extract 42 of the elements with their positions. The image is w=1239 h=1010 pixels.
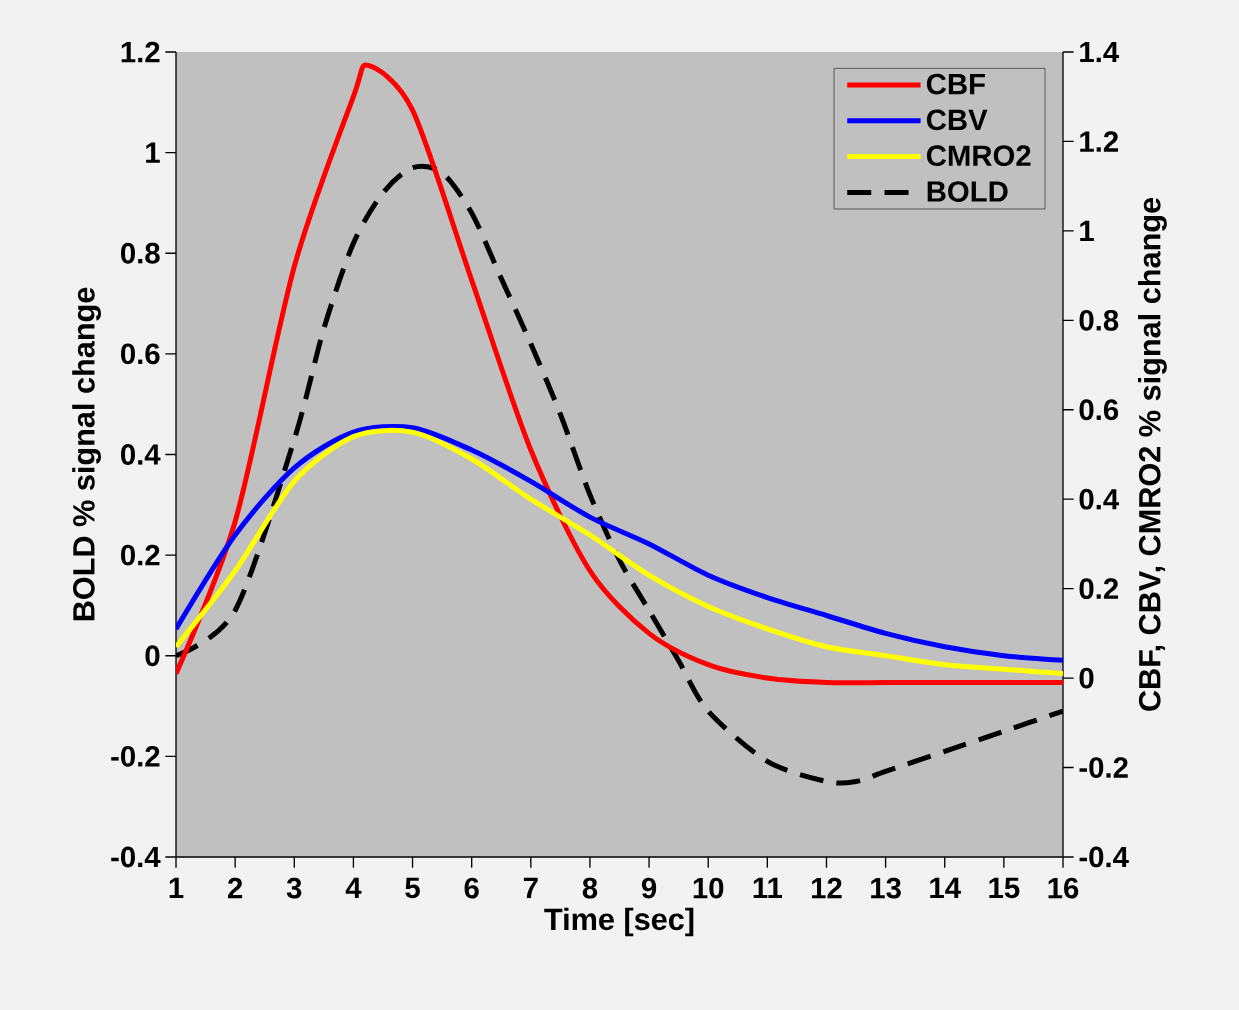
x-tick-label: 8 (582, 877, 598, 899)
y2-tick-label: -0.2 (1079, 757, 1128, 778)
x-tick-label: 10 (693, 877, 724, 899)
legend-label: CBV (926, 109, 988, 131)
y2-tick-label: 0 (1079, 667, 1094, 689)
y2-tick-label: 1.4 (1080, 41, 1120, 63)
y-tick-label: 0.8 (121, 242, 160, 264)
x-tick-label: 2 (228, 877, 243, 899)
y-tick-label: 0.2 (121, 544, 160, 566)
x-tick-label: 16 (1048, 877, 1079, 899)
y-tick-label: 0 (145, 645, 160, 667)
y-tick-label: -0.2 (111, 745, 160, 767)
x-tick-label: 5 (405, 877, 420, 899)
y-tick-label: 1 (146, 142, 160, 163)
y2-tick-label: 0.4 (1079, 488, 1120, 510)
y2-tick-label: 1.2 (1080, 131, 1118, 152)
legend-label: CBF (926, 73, 985, 95)
x-tick-label: 9 (641, 877, 657, 899)
x-tick-label: 13 (871, 877, 901, 899)
y-tick-label: -0.4 (111, 846, 161, 868)
y2-axis-title: CBF, CBV, CMRO2 % signal change (1138, 197, 1167, 711)
y2-tick-label: 0.8 (1079, 309, 1119, 331)
legend-label: CMRO2 (926, 145, 1031, 167)
y2-tick-label: 0.2 (1079, 578, 1118, 600)
y2-tick-label: 0.6 (1079, 399, 1119, 421)
x-tick-label: 6 (464, 877, 479, 899)
x-tick-label: 15 (989, 877, 1020, 899)
y-tick-label: 0.6 (121, 343, 160, 365)
x-tick-label: 11 (753, 877, 783, 898)
x-tick-label: 7 (523, 877, 538, 898)
x-tick-label: 3 (286, 877, 302, 899)
x-tick-label: 4 (345, 877, 362, 898)
x-tick-label: 14 (930, 877, 961, 898)
x-axis-title: Time [sec] (544, 907, 694, 937)
x-tick-label: 1 (169, 877, 184, 898)
y2-tick-label: -0.4 (1079, 846, 1129, 868)
x-tick-label: 12 (812, 877, 842, 899)
y-tick-label: 0.4 (121, 444, 161, 465)
y2-tick-label: 1 (1080, 220, 1094, 241)
y-axis-title: BOLD % signal change (72, 287, 101, 621)
legend-label: BOLD (927, 181, 1008, 202)
y-tick-label: 1.2 (121, 41, 160, 63)
